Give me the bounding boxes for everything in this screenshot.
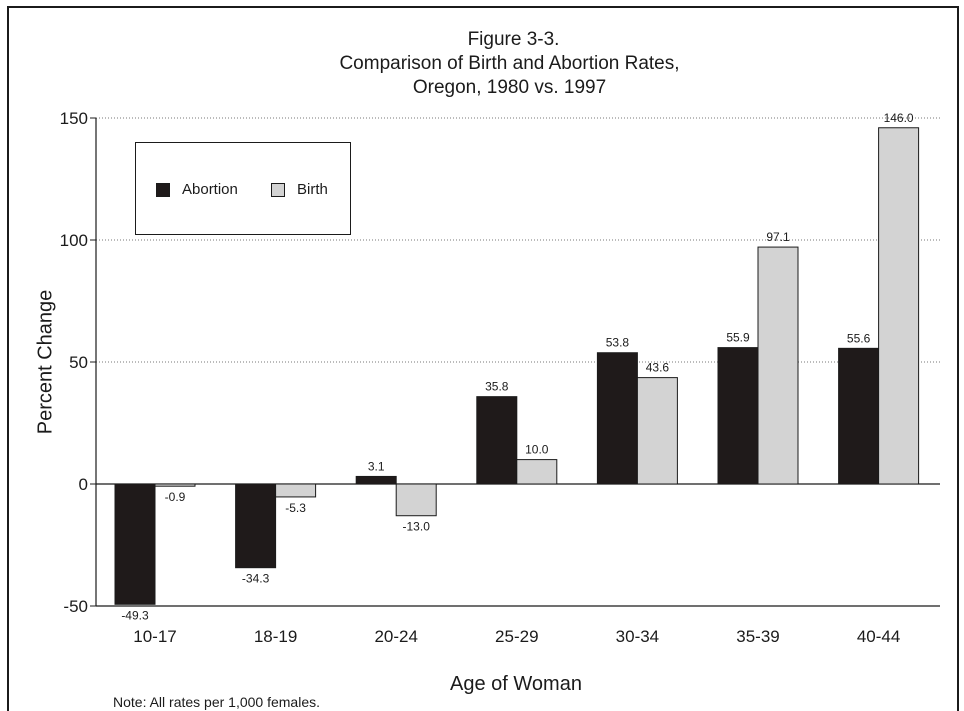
tick-labels: -50 0 50 100 150 10-17 18-19 20-24 25-29 30-34 35-… — [60, 109, 901, 646]
legend-swatch-birth — [271, 182, 285, 197]
chart-title: Figure 3-3. Comparison of Birth and Abor… — [0, 28, 964, 100]
data-label-abortion: 55.6 — [847, 331, 871, 345]
y-tick-label: 100 — [60, 231, 88, 250]
data-label-birth: 146.0 — [884, 111, 914, 125]
x-tick-label: 35-39 — [736, 627, 779, 646]
bar-abortion — [838, 347, 880, 485]
bar-birth — [154, 483, 196, 487]
legend: Abortion Birth — [135, 142, 351, 235]
bar-birth — [275, 483, 317, 498]
data-label-birth: 10.0 — [525, 443, 549, 457]
bar-birth — [516, 459, 558, 485]
data-label-birth: 43.6 — [646, 361, 670, 375]
data-label-birth: -5.3 — [285, 501, 306, 515]
y-tick-label: 50 — [69, 353, 88, 372]
bars — [114, 127, 920, 605]
data-label-abortion: 53.8 — [606, 336, 630, 350]
data-label-birth: -0.9 — [165, 490, 186, 504]
bar-birth — [757, 246, 799, 485]
title-line-1: Figure 3-3. — [467, 29, 560, 50]
legend-swatch-abortion — [156, 182, 170, 197]
bar-abortion — [596, 352, 638, 485]
data-label-birth: 97.1 — [766, 230, 790, 244]
legend-item-abortion: Abortion — [156, 181, 238, 198]
bar-abortion — [114, 483, 156, 605]
data-label-abortion: 55.9 — [726, 331, 750, 345]
x-tick-label: 18-19 — [254, 627, 297, 646]
bar-birth — [878, 127, 920, 485]
bar-abortion — [717, 347, 759, 485]
title-line-2: Comparison of Birth and Abortion Rates, — [339, 53, 680, 74]
data-labels: -49.3 -0.9 -34.3 -5.3 3.1 -13.0 35.8 10.0 53.8 43… — [121, 111, 914, 623]
legend-label-abortion: Abortion — [182, 181, 238, 198]
legend-item-birth: Birth — [271, 181, 328, 198]
title-line-3: Oregon, 1980 vs. 1997 — [412, 77, 607, 98]
legend-label-birth: Birth — [297, 181, 328, 198]
data-label-abortion: 35.8 — [485, 380, 509, 394]
y-axis-label: Percent Change — [34, 289, 57, 435]
x-tick-label: 30-34 — [616, 627, 659, 646]
y-tick-label: 150 — [60, 109, 88, 128]
bar-abortion — [355, 475, 397, 485]
bar-abortion — [235, 483, 277, 569]
data-label-abortion: 3.1 — [368, 459, 385, 473]
data-label-abortion: -49.3 — [121, 608, 149, 622]
x-tick-label: 25-29 — [495, 627, 538, 646]
y-tick-label: -50 — [63, 597, 88, 616]
chart-frame — [7, 6, 959, 711]
chart-note: Note: All rates per 1,000 females. — [113, 694, 320, 710]
bar-birth — [395, 483, 437, 517]
bar-birth — [636, 377, 678, 485]
x-tick-label: 20-24 — [374, 627, 417, 646]
data-label-birth: -13.0 — [403, 520, 431, 534]
x-tick-label: 40-44 — [857, 627, 900, 646]
x-tick-label: 10-17 — [133, 627, 176, 646]
data-label-abortion: -34.3 — [242, 572, 270, 586]
y-tick-label: 0 — [79, 475, 88, 494]
x-axis-label: Age of Woman — [450, 673, 582, 695]
bar-abortion — [476, 396, 518, 485]
